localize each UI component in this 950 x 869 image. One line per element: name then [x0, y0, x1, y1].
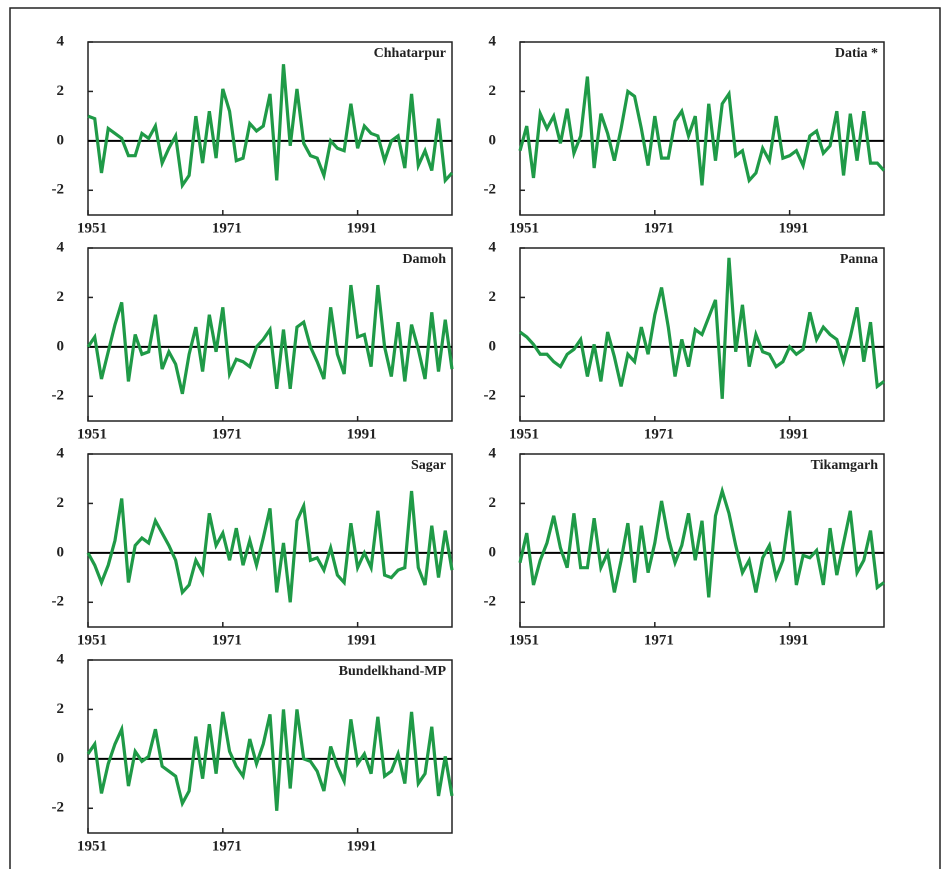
- y-tick-label: 4: [489, 445, 497, 461]
- y-tick-label: 4: [489, 33, 497, 49]
- y-tick-label: -2: [52, 800, 65, 816]
- y-tick-label: -2: [52, 388, 65, 404]
- y-tick-label: 0: [489, 544, 497, 560]
- y-tick-label: 0: [57, 544, 65, 560]
- x-tick-label: 1951: [77, 220, 107, 236]
- x-tick-label: 1971: [212, 838, 242, 854]
- plot-frame: [87, 41, 453, 216]
- y-tick-label: 0: [489, 132, 497, 148]
- series-line: [519, 257, 885, 399]
- x-tick-label: 1951: [77, 426, 107, 442]
- y-tick-label: -2: [484, 388, 497, 404]
- x-tick-label: 1951: [509, 632, 539, 648]
- x-tick-label: 1991: [347, 426, 377, 442]
- x-tick-label: 1971: [644, 632, 674, 648]
- y-tick-label: 4: [57, 651, 65, 667]
- x-tick-label: 1971: [212, 426, 242, 442]
- chart-title: Panna: [840, 252, 878, 267]
- chart-title: Sagar: [411, 458, 446, 473]
- chart-title: Bundelkhand-MP: [339, 664, 447, 679]
- y-tick-label: -2: [484, 182, 497, 198]
- series-line: [86, 490, 454, 603]
- y-tick-label: 4: [57, 239, 65, 255]
- y-tick-label: 2: [57, 495, 65, 511]
- chart-title: Chhatarpur: [374, 46, 446, 61]
- plot-frame: [87, 453, 453, 628]
- y-tick-label: 2: [489, 289, 497, 305]
- x-tick-label: 1971: [644, 426, 674, 442]
- y-tick-label: 4: [57, 33, 65, 49]
- plot-frame: [519, 453, 885, 628]
- x-tick-label: 1991: [779, 220, 809, 236]
- y-tick-label: 2: [489, 83, 497, 99]
- chart-title: Datia *: [835, 46, 878, 61]
- plot-frame: [519, 41, 885, 216]
- y-tick-label: 2: [57, 701, 65, 717]
- series-line: [518, 485, 885, 598]
- plot-frame: [87, 247, 453, 422]
- y-tick-label: 2: [57, 289, 65, 305]
- x-tick-label: 1951: [77, 838, 107, 854]
- chart-title: Damoh: [402, 252, 446, 267]
- x-tick-label: 1971: [644, 220, 674, 236]
- y-tick-label: 2: [57, 83, 65, 99]
- x-tick-label: 1991: [347, 220, 377, 236]
- series-line: [87, 64, 454, 190]
- frame: [9, 7, 941, 869]
- plot-frame: [519, 247, 885, 422]
- y-tick-label: 0: [57, 338, 65, 354]
- x-tick-label: 1991: [779, 632, 809, 648]
- y-tick-label: 4: [489, 239, 497, 255]
- y-tick-label: 2: [489, 495, 497, 511]
- series-line: [86, 284, 454, 395]
- chart-title: Tikamgarh: [811, 458, 879, 473]
- x-tick-label: 1991: [347, 632, 377, 648]
- y-tick-label: -2: [484, 594, 497, 610]
- y-tick-label: 0: [489, 338, 497, 354]
- y-tick-label: 0: [57, 132, 65, 148]
- x-tick-label: 1951: [509, 220, 539, 236]
- y-tick-label: -2: [52, 182, 65, 198]
- series-line: [518, 76, 886, 186]
- y-tick-label: 0: [57, 750, 65, 766]
- x-tick-label: 1971: [212, 632, 242, 648]
- y-tick-label: -2: [52, 594, 65, 610]
- x-tick-label: 1991: [779, 426, 809, 442]
- y-tick-label: 4: [57, 445, 65, 461]
- plot-frame: [87, 659, 453, 834]
- x-tick-label: 1991: [347, 838, 377, 854]
- x-tick-label: 1951: [509, 426, 539, 442]
- x-tick-label: 1971: [212, 220, 242, 236]
- series-line: [86, 709, 454, 811]
- x-tick-label: 1951: [77, 632, 107, 648]
